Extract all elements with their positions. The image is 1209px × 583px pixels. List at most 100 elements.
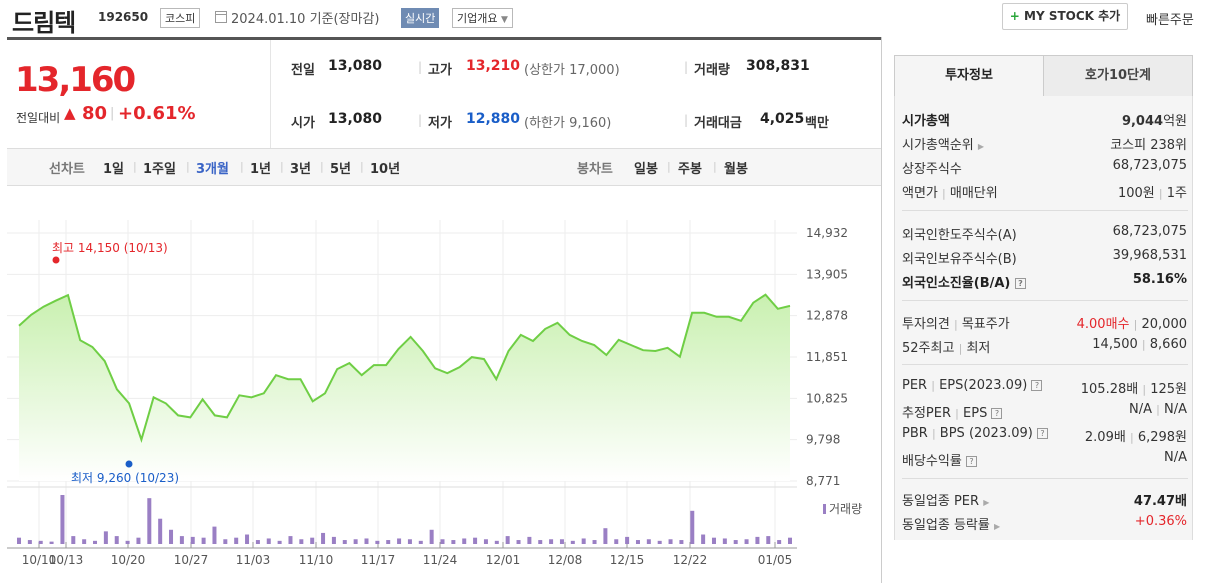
trade-unit-value: 1주 xyxy=(1166,186,1187,201)
market-cap-rank-link[interactable]: 시가총액순위 ▶ xyxy=(902,134,984,153)
volume-bar xyxy=(711,537,716,544)
invest-info-panel xyxy=(894,96,1193,540)
volume-bar xyxy=(625,536,630,544)
low-label: 저가 xyxy=(428,116,452,131)
x-tick-label: 11/03 xyxy=(236,553,271,567)
separator: | xyxy=(713,160,717,173)
volume-label: 거래량 xyxy=(694,63,730,78)
add-mystock-button[interactable]: + MY STOCK 추가 xyxy=(1002,3,1128,30)
par-label: 액면가 xyxy=(902,186,938,201)
quick-order-link[interactable]: 빠른주문 xyxy=(1146,13,1194,28)
foreign-ratio-value: 58.16% xyxy=(1132,272,1187,287)
tab-weekly[interactable]: 주봉 xyxy=(678,162,702,177)
help-icon[interactable]: ? xyxy=(1014,278,1026,289)
separator: | xyxy=(418,113,423,127)
volume-bar xyxy=(733,540,738,544)
amount-value: 4,025 xyxy=(760,111,805,127)
volume-bar xyxy=(744,539,749,544)
tab-1day[interactable]: 1일 xyxy=(103,162,125,177)
tab-monthly[interactable]: 월봉 xyxy=(724,162,748,177)
volume-bar xyxy=(657,540,662,544)
up-arrow-icon: ▲ xyxy=(64,104,76,122)
y-tick-label: 10,825 xyxy=(806,391,848,405)
volume-bar xyxy=(603,528,608,544)
volume-bar xyxy=(93,540,98,544)
volume-bar xyxy=(266,538,271,544)
market-cap-rank-value: 코스피 238위 xyxy=(1110,138,1187,153)
volume-bar xyxy=(17,537,21,544)
change-label: 전일대비 xyxy=(16,111,61,125)
est-per-number: N/A xyxy=(1129,402,1152,417)
company-overview-dropdown[interactable]: 기업개요 ▼ xyxy=(452,8,513,28)
tab-order-book[interactable]: 호가10단계 xyxy=(1043,55,1193,97)
tab-5year[interactable]: 5년 xyxy=(330,162,352,177)
volume-bar xyxy=(136,537,141,544)
volume-bar xyxy=(592,540,597,544)
line-chart-label: 선차트 xyxy=(49,162,85,177)
opinion-text: 투자의견 xyxy=(902,317,950,332)
week52-value: 14,500 | 8,660 xyxy=(1092,337,1187,352)
separator: | xyxy=(133,160,137,173)
tab-1year[interactable]: 1년 xyxy=(250,162,272,177)
volume-bar xyxy=(755,536,760,544)
realtime-button[interactable]: 실시간 xyxy=(401,8,440,28)
y-tick-label: 11,851 xyxy=(806,350,848,364)
week52-low-value: 8,660 xyxy=(1149,337,1187,352)
volume-bar xyxy=(71,536,76,544)
open-value: 13,080 xyxy=(328,111,383,127)
listed-shares-value: 68,723,075 xyxy=(1112,158,1187,173)
open-label: 시가 xyxy=(291,116,315,131)
low-marker xyxy=(125,460,133,468)
par-value-value: 100원 | 1주 xyxy=(1117,186,1187,201)
industry-change-link[interactable]: 동일업종 등락률 ▶ xyxy=(902,514,1000,533)
high-label: 고가 xyxy=(428,63,452,78)
amount-unit: 백만 xyxy=(805,116,829,131)
separator: | xyxy=(684,113,689,127)
market-badge: 코스피 xyxy=(160,8,201,28)
est-per-text: 추정PER xyxy=(902,406,952,421)
price-chart[interactable]: 14,932 13,905 12,878 11,851 10,825 9,798 8,771… xyxy=(7,190,877,583)
target-price-value: 20,000 xyxy=(1141,317,1188,332)
est-per-label: 추정PER | EPS ? xyxy=(902,402,1003,421)
volume-bar xyxy=(60,495,65,544)
volume-legend-swatch xyxy=(823,504,826,514)
tab-daily[interactable]: 일봉 xyxy=(634,162,658,177)
x-tick-label: 10/10 xyxy=(22,553,57,567)
top-divider xyxy=(7,37,881,40)
industry-change-label: 동일업종 등락률 xyxy=(902,518,990,533)
volume-bar xyxy=(451,540,456,544)
help-icon[interactable]: ? xyxy=(965,456,977,467)
tab-3month[interactable]: 3개월 xyxy=(196,162,229,177)
high-annotation: 최고 14,150 (10/13) xyxy=(52,241,168,255)
volume-bar xyxy=(331,536,336,544)
tab-3year[interactable]: 3년 xyxy=(290,162,312,177)
per-text: PER xyxy=(902,378,928,393)
per-label: PER | EPS(2023.09) ? xyxy=(902,378,1043,393)
volume-bar xyxy=(440,539,445,544)
volume-bar xyxy=(494,540,499,544)
opinion-label: 투자의견 | 목표주가 xyxy=(902,317,1010,332)
volume-bar xyxy=(49,541,54,544)
price-divider xyxy=(270,40,271,148)
volume-bar xyxy=(505,536,510,544)
industry-per-link[interactable]: 동일업종 PER ▶ xyxy=(902,490,989,509)
low-value: 12,880 xyxy=(466,111,521,127)
market-cap-number: 9,044 xyxy=(1121,114,1164,129)
lower-limit: (하한가 9,160) xyxy=(524,116,612,131)
help-icon[interactable]: ? xyxy=(991,408,1003,419)
tab-10year[interactable]: 10년 xyxy=(370,162,401,177)
separator: | xyxy=(418,60,423,74)
volume-bar xyxy=(299,539,304,544)
volume-bar xyxy=(147,498,152,544)
tab-invest-info[interactable]: 투자정보 xyxy=(894,55,1044,97)
volume-bar xyxy=(386,540,391,544)
volume-bar xyxy=(429,529,434,544)
x-tick-label: 01/05 xyxy=(758,553,793,567)
bps-text: BPS (2023.09) xyxy=(939,426,1033,441)
tab-1week[interactable]: 1주일 xyxy=(143,162,176,177)
help-icon[interactable]: ? xyxy=(1031,380,1043,391)
volume-bar xyxy=(766,536,771,544)
volume-bar xyxy=(407,539,412,544)
help-icon[interactable]: ? xyxy=(1036,428,1048,439)
foreign-holding-label: 외국인보유주식수(B) xyxy=(902,252,1017,267)
